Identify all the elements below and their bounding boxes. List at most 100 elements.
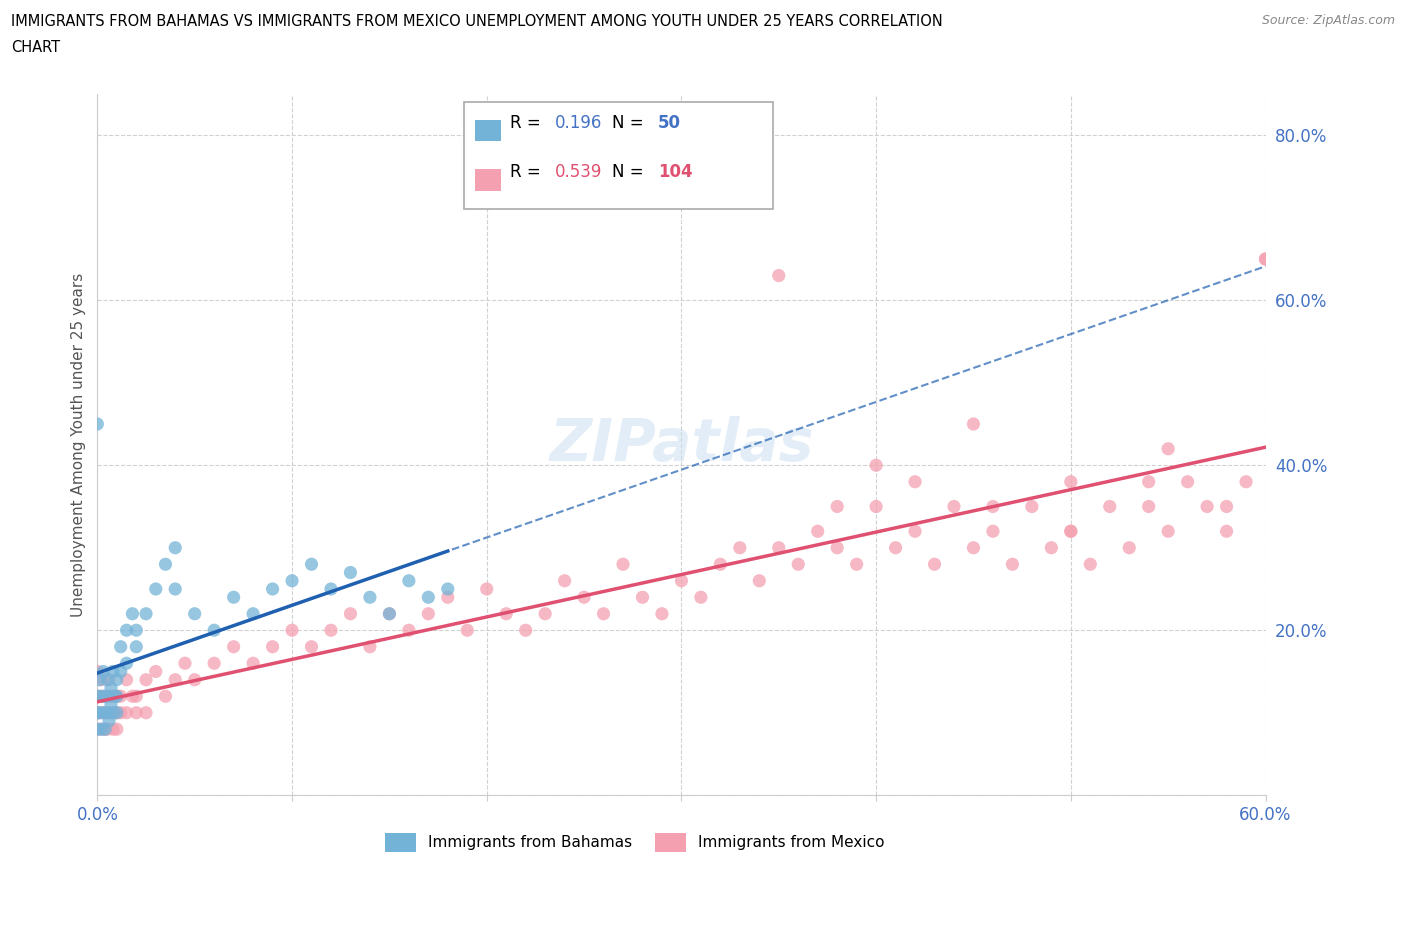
Point [1137,499,1160,514]
Point [671,573,693,588]
Text: 104: 104 [658,163,693,181]
Point [202,656,225,671]
Point [125,705,148,720]
Point [962,417,984,432]
Point [155,689,177,704]
Point [100,698,122,712]
Text: IMMIGRANTS FROM BAHAMAS VS IMMIGRANTS FROM MEXICO UNEMPLOYMENT AMONG YOUTH UNDER: IMMIGRANTS FROM BAHAMAS VS IMMIGRANTS FR… [11,14,943,29]
Point [86,705,108,720]
Point [90,689,112,704]
Point [418,606,440,621]
Point [242,656,264,671]
Point [1157,442,1180,457]
Point [98,713,121,728]
Point [174,656,197,671]
Point [456,623,478,638]
Point [301,557,323,572]
Text: 0.196: 0.196 [555,113,603,132]
Point [110,639,132,654]
Point [121,689,143,704]
Point [96,705,118,720]
Point [1060,524,1083,538]
Point [436,590,458,604]
Point [91,705,114,720]
Point [115,656,138,671]
Point [145,581,167,596]
Point [90,722,112,737]
Point [105,705,128,720]
Point [825,499,848,514]
Point [86,705,108,720]
Point [709,557,731,572]
Point [1060,524,1083,538]
Point [222,639,245,654]
Point [91,705,114,720]
Point [534,606,557,621]
Point [105,689,128,704]
Legend: Immigrants from Bahamas, Immigrants from Mexico: Immigrants from Bahamas, Immigrants from… [380,827,890,857]
Point [125,623,148,638]
Point [86,664,108,679]
Point [281,573,304,588]
Text: CHART: CHART [11,40,60,55]
Point [807,524,830,538]
Point [105,705,128,720]
Point [1137,474,1160,489]
Text: N =: N = [612,113,648,132]
Point [101,689,124,704]
Point [339,606,361,621]
Point [115,705,138,720]
Point [104,689,127,704]
Point [748,573,770,588]
Point [86,722,108,737]
Point [155,557,177,572]
Point [110,664,132,679]
Point [515,623,537,638]
Point [242,606,264,621]
Point [89,705,111,720]
Point [101,722,124,737]
Point [1001,557,1024,572]
Point [86,689,108,704]
Point [865,458,887,472]
Point [398,623,420,638]
Point [825,540,848,555]
Point [631,590,654,604]
Point [98,689,121,704]
Point [183,606,205,621]
Point [787,557,810,572]
Point [89,705,111,720]
Point [319,623,342,638]
Point [884,540,907,555]
Point [91,664,114,679]
Point [1177,474,1199,489]
Point [904,524,927,538]
Text: Source: ZipAtlas.com: Source: ZipAtlas.com [1261,14,1395,27]
Point [262,581,284,596]
Point [592,606,614,621]
Point [94,705,117,720]
Point [1060,474,1083,489]
Point [398,573,420,588]
Point [554,573,576,588]
Point [96,722,118,737]
Point [100,681,122,696]
Point [495,606,517,621]
Point [728,540,751,555]
Point [125,689,148,704]
Point [1254,252,1277,267]
Point [319,581,342,596]
Point [572,590,595,604]
Point [105,722,128,737]
Point [651,606,673,621]
Y-axis label: Unemployment Among Youth under 25 years: Unemployment Among Youth under 25 years [72,272,86,617]
Point [1197,499,1219,514]
Point [100,705,122,720]
Point [115,672,138,687]
Point [943,499,966,514]
Point [89,689,111,704]
Point [86,722,108,737]
Point [475,581,498,596]
Text: N =: N = [612,163,648,181]
Point [690,590,713,604]
